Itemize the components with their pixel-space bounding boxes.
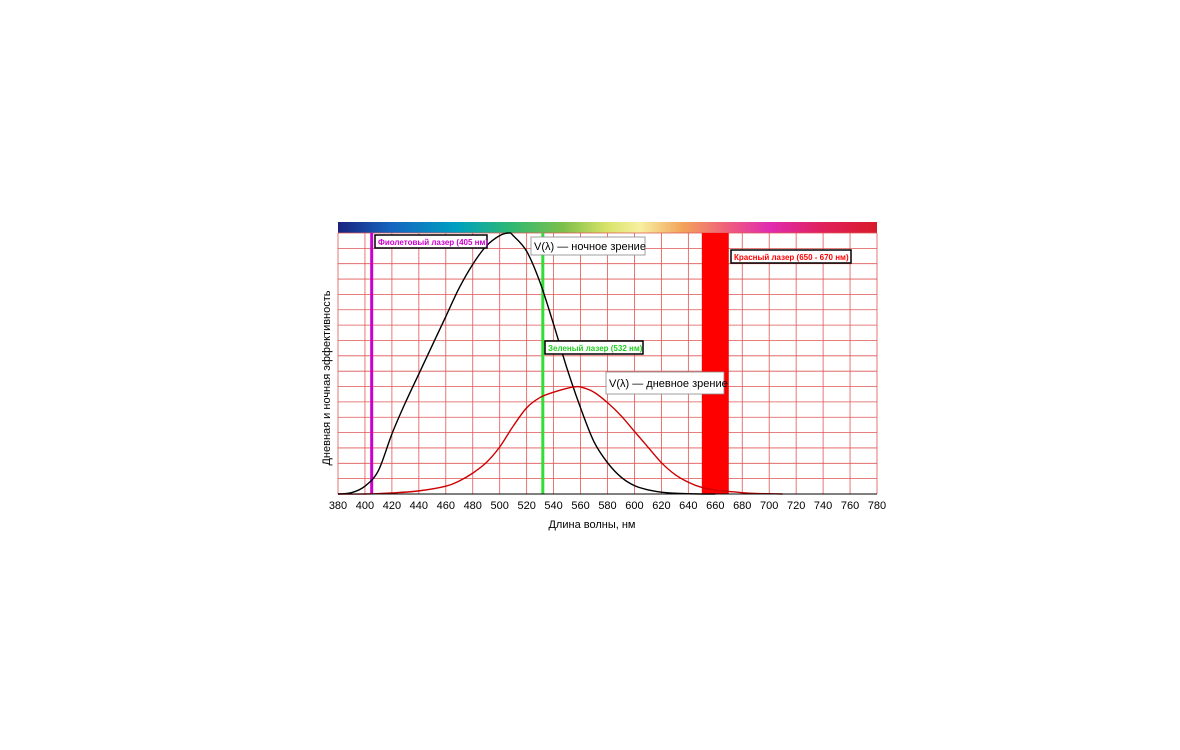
laser-markers (370, 233, 545, 494)
x-tick-label: 400 (356, 500, 374, 512)
x-tick-label: 620 (652, 500, 670, 512)
x-tick-label: 500 (491, 500, 509, 512)
violet-laser-callout: Фиолетовый лазер (405 нм) (374, 234, 488, 249)
x-tick-label: 660 (706, 500, 724, 512)
x-tick-label: 720 (787, 500, 805, 512)
photopic-curve-label-box (605, 371, 725, 395)
spectrum-bar (338, 222, 877, 233)
x-axis-title: Длина волны, нм (548, 519, 635, 531)
x-tick-label: 680 (733, 500, 751, 512)
x-tick-label: 480 (464, 500, 482, 512)
x-tick-label: 540 (544, 500, 562, 512)
x-tick-label: 460 (437, 500, 455, 512)
scotopic-curve-label-text: V(λ) — ночное зрение (534, 241, 646, 253)
x-tick-label: 380 (329, 500, 347, 512)
red-laser-band (701, 233, 729, 494)
photopic-curve-label: V(λ) — дневное зрение (605, 371, 728, 395)
red-laser-callout: Красный лазер (650 - 670 нм) (730, 249, 852, 264)
x-tick-label: 520 (517, 500, 535, 512)
red-laser-callout-box (730, 249, 852, 264)
violet-laser-callout-box (374, 234, 488, 249)
curves (337, 232, 783, 495)
x-tick-label: 700 (760, 500, 778, 512)
green-laser-callout-box (544, 340, 644, 355)
y-axis-title: Дневная и ночная эффективность (321, 290, 333, 465)
x-tick-label: 440 (410, 500, 428, 512)
x-tick-label: 600 (625, 500, 643, 512)
green-laser-callout: Зеленый лазер (532 нм) (544, 340, 644, 355)
x-tick-label: 760 (841, 500, 859, 512)
grid (337, 232, 878, 495)
x-tick-label: 560 (571, 500, 589, 512)
violet-laser-label: Фиолетовый лазер (405 нм) (378, 238, 488, 247)
scotopic-curve-label-box (530, 236, 646, 256)
x-tick-label: 420 (383, 500, 401, 512)
x-tick-labels: 380 400 420 440 460 480 500 520 540 560 580 600 620 6… (329, 500, 886, 512)
x-tick-label: 740 (814, 500, 832, 512)
scotopic-curve (337, 232, 716, 495)
green-laser-label: Зеленый лазер (532 нм) (548, 344, 643, 353)
x-tick-label: 780 (868, 500, 886, 512)
scotopic-curve-label: V(λ) — ночное зрение (530, 236, 646, 256)
photopic-curve (337, 385, 783, 495)
red-laser-label: Красный лазер (650 - 670 нм) (734, 253, 849, 262)
laser-bands (701, 233, 729, 494)
photopic-curve-label-text: V(λ) — дневное зрение (609, 378, 728, 390)
x-tick-label: 580 (598, 500, 616, 512)
x-tick-label: 640 (679, 500, 697, 512)
